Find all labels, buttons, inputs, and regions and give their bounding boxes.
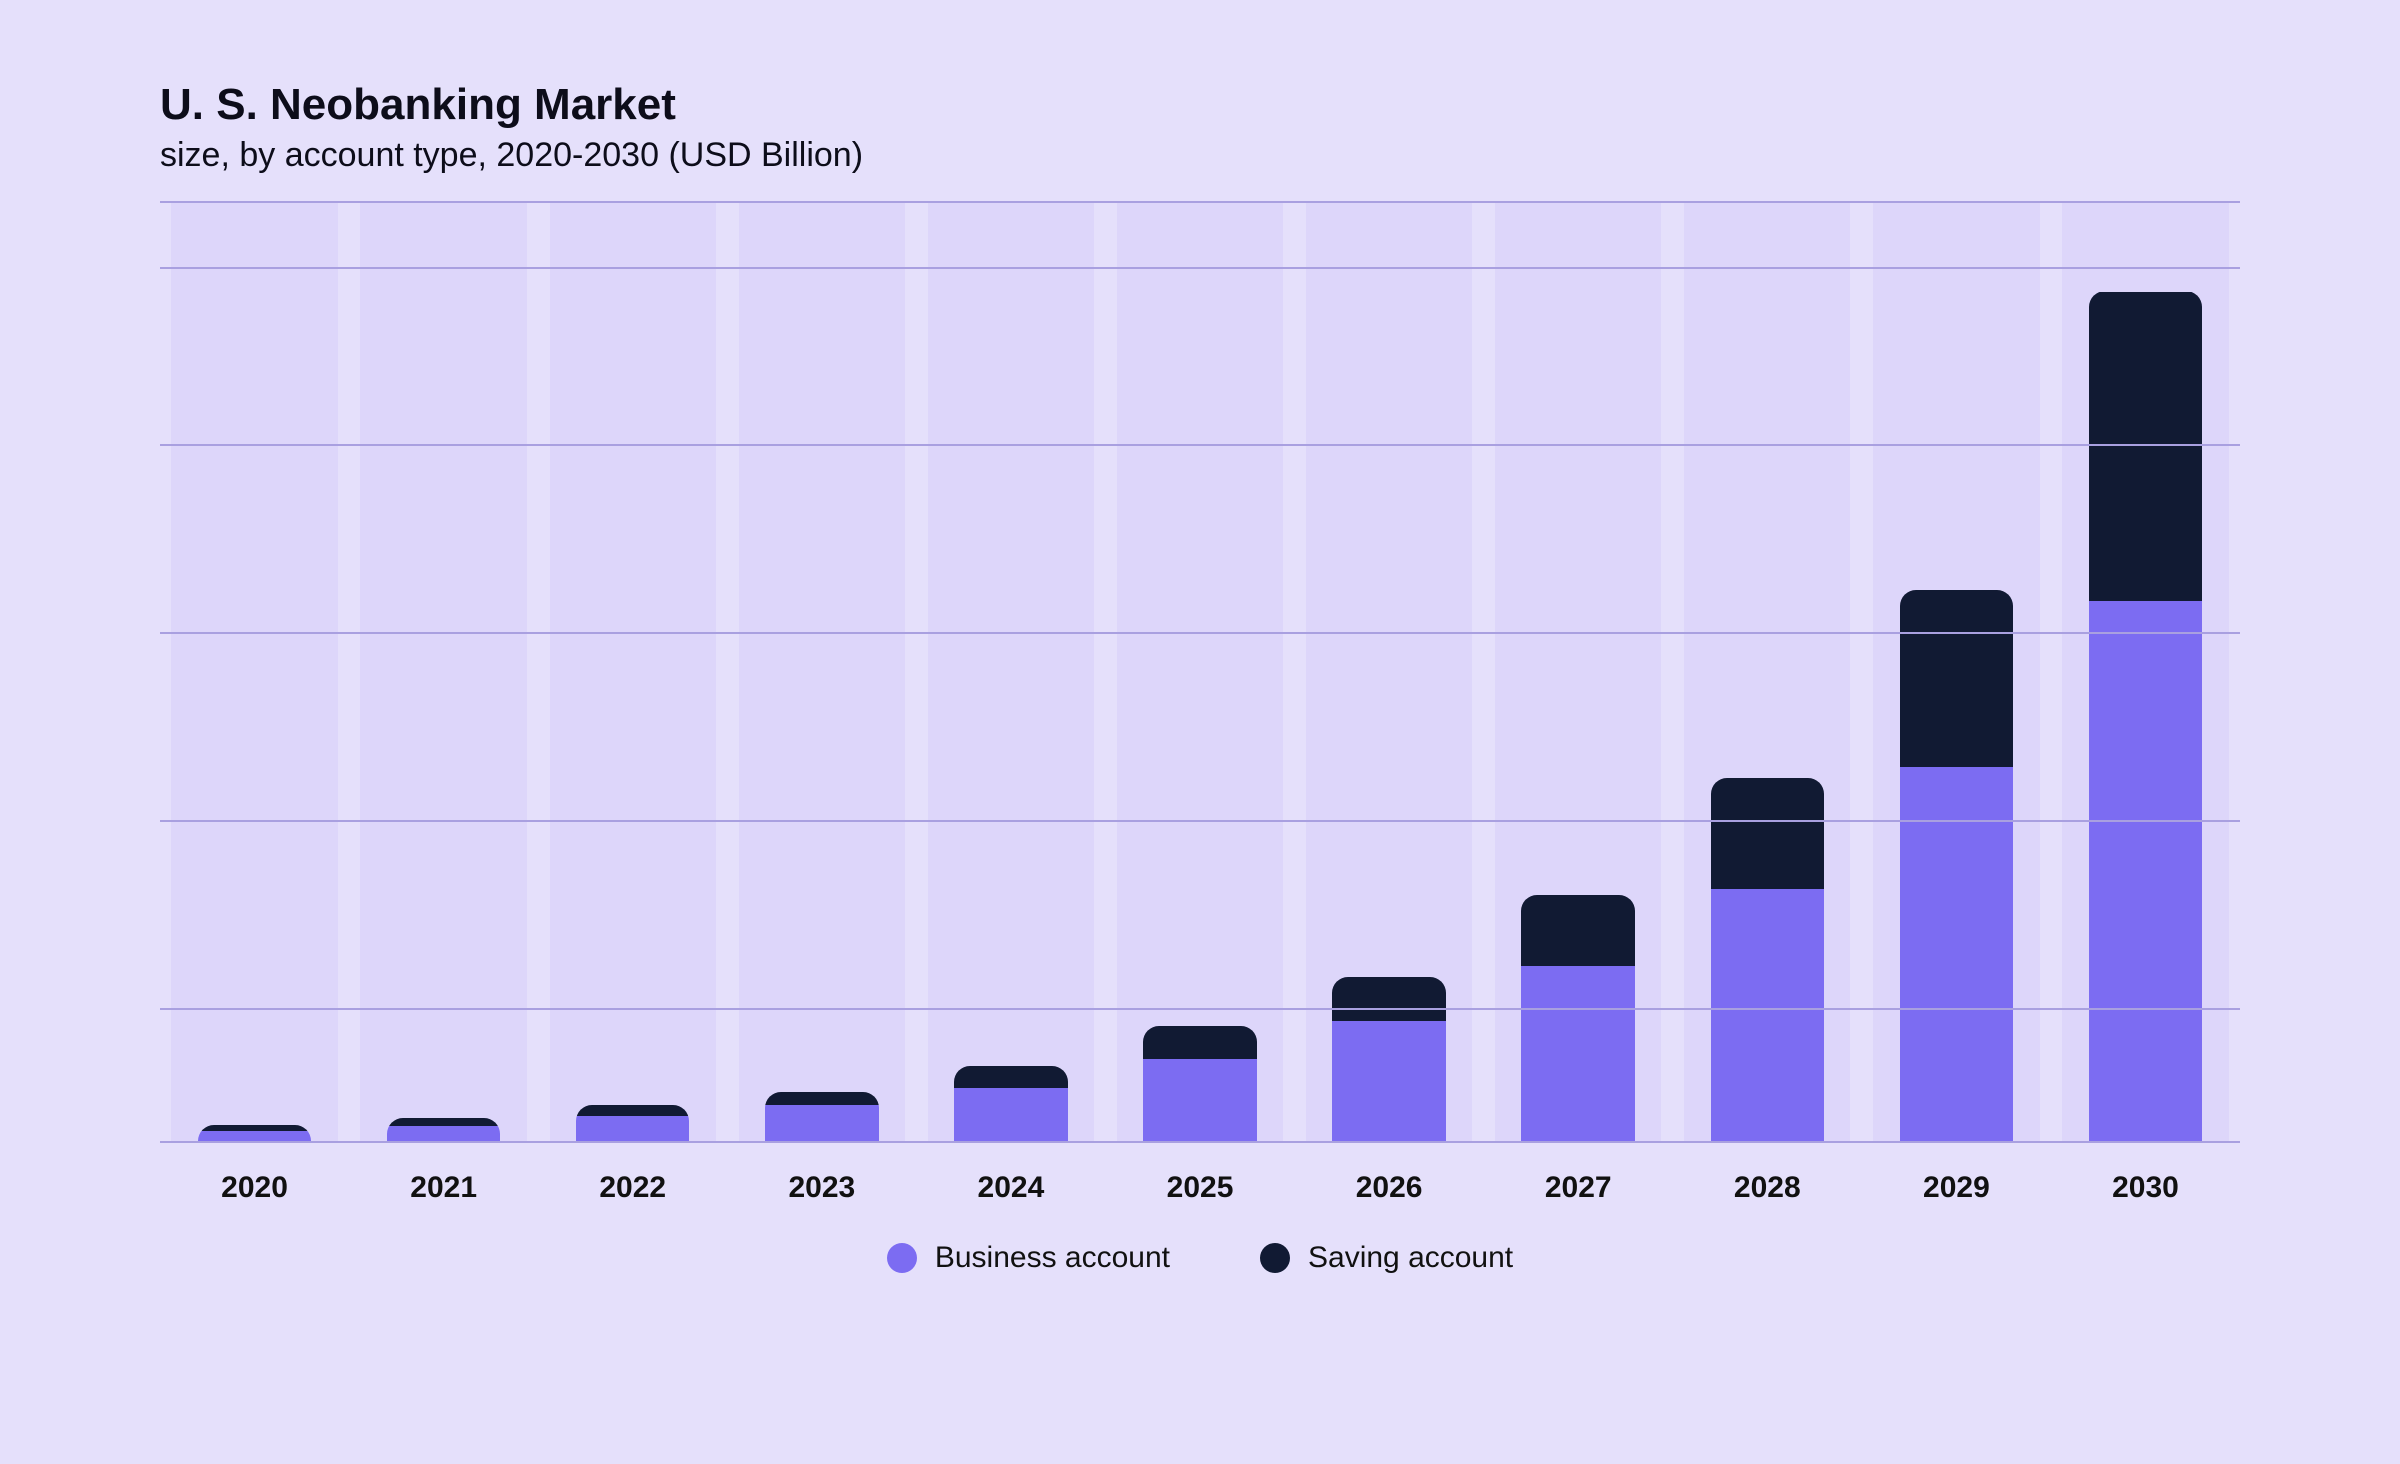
legend-item: Saving account [1260, 1241, 1513, 1275]
bar-segment-saving [765, 1092, 878, 1105]
bar-slot [916, 203, 1105, 1143]
bar-slot-bg [171, 203, 337, 1143]
bar-segment-saving [576, 1105, 689, 1116]
bar-segment-saving [1521, 895, 1634, 966]
stacked-bar [1332, 977, 1445, 1143]
bar-segment-saving [1143, 1026, 1256, 1059]
bar-segment-business [1711, 889, 1824, 1143]
bar-segment-saving [1711, 778, 1824, 889]
plot-area: $ 8.2 B $ 11.2 B [160, 203, 2240, 1143]
x-axis-label: 2028 [1673, 1171, 1862, 1205]
stacked-bar [1900, 590, 2013, 1143]
bar-slot [2051, 203, 2240, 1143]
bar-slot-bg [1117, 203, 1283, 1143]
x-axis-label: 2026 [1295, 1171, 1484, 1205]
bar-slot [1105, 203, 1294, 1143]
stacked-bar [576, 1105, 689, 1143]
bar-segment-business [954, 1088, 1067, 1143]
legend-item: Business account [887, 1241, 1170, 1275]
bar-segment-business [576, 1116, 689, 1143]
gridline [160, 267, 2240, 269]
bar-segment-business [1143, 1059, 1256, 1143]
bar-slot [727, 203, 916, 1143]
chart-title: U. S. Neobanking Market [160, 80, 2240, 130]
bars-group: $ 8.2 B $ 11.2 B [160, 203, 2240, 1143]
stacked-bar [2089, 291, 2202, 1143]
bar-slot [538, 203, 727, 1143]
bar-segment-business [1900, 767, 2013, 1143]
x-axis-label: 2025 [1105, 1171, 1294, 1205]
stacked-bar [1711, 778, 1824, 1143]
bar-segment-saving [1900, 590, 2013, 767]
bar-slot: $ 8.2 B [160, 203, 349, 1143]
bar-slot-bg [360, 203, 526, 1143]
chart-subtitle: size, by account type, 2020-2030 (USD Bi… [160, 136, 2240, 175]
bar-slot [1484, 203, 1673, 1143]
gridline [160, 632, 2240, 634]
stacked-bar [1521, 895, 1634, 1143]
legend-swatch [1260, 1243, 1290, 1273]
bar-slot: $ 11.2 B [349, 203, 538, 1143]
x-axis-label: 2030 [2051, 1171, 2240, 1205]
x-axis-label: 2027 [1484, 1171, 1673, 1205]
legend: Business account Saving account [160, 1241, 2240, 1275]
bar-segment-business [1521, 966, 1634, 1143]
x-axis-label: 2023 [727, 1171, 916, 1205]
bar-slot-bg [739, 203, 905, 1143]
bar-segment-saving [954, 1066, 1067, 1088]
bar-segment-business [1332, 1021, 1445, 1143]
legend-label: Saving account [1308, 1241, 1513, 1275]
gridline [160, 1141, 2240, 1143]
plot-wrap: $ 8.2 B $ 11.2 B 202020212022202320242025… [160, 203, 2240, 1275]
bar-slot-bg [550, 203, 716, 1143]
gridline [160, 201, 2240, 203]
stacked-bar [765, 1092, 878, 1143]
x-axis-label: 2020 [160, 1171, 349, 1205]
bar-slot [1862, 203, 2051, 1143]
x-axis-label: 2029 [1862, 1171, 2051, 1205]
bar-segment-business [2089, 601, 2202, 1143]
bar-segment-saving [1332, 977, 1445, 1021]
gridline [160, 1008, 2240, 1010]
bar-slot [1673, 203, 1862, 1143]
stacked-bar [954, 1066, 1067, 1143]
bar-segment-saving [2089, 292, 2202, 602]
stacked-bar: $ 11.2 B [387, 1118, 500, 1143]
bar-slot-bg [928, 203, 1094, 1143]
bar-slot [1295, 203, 1484, 1143]
bar-segment-saving [387, 1118, 500, 1126]
gridline [160, 444, 2240, 446]
chart-container: U. S. Neobanking Market size, by account… [0, 0, 2400, 1464]
bar-segment-business [765, 1105, 878, 1143]
gridline [160, 820, 2240, 822]
x-axis: 2020202120222023202420252026202720282029… [160, 1171, 2240, 1205]
x-axis-label: 2024 [916, 1171, 1105, 1205]
stacked-bar [1143, 1026, 1256, 1143]
x-axis-label: 2022 [538, 1171, 727, 1205]
x-axis-label: 2021 [349, 1171, 538, 1205]
legend-swatch [887, 1243, 917, 1273]
legend-label: Business account [935, 1241, 1170, 1275]
